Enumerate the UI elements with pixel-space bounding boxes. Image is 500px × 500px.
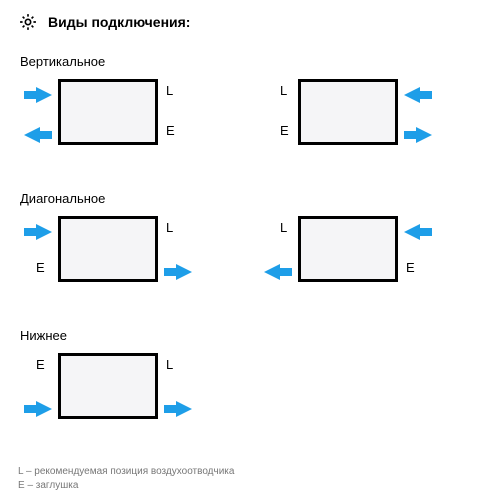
port-label: E bbox=[280, 123, 289, 138]
arrow-stem bbox=[420, 228, 432, 236]
diagram-bottom: EL bbox=[18, 349, 218, 439]
arrow-right-icon bbox=[36, 87, 52, 103]
diagram-vert-left: LE bbox=[18, 75, 218, 165]
legend: L – рекомендуемая позиция воздухоотводчи… bbox=[18, 465, 482, 493]
radiator-box bbox=[58, 79, 158, 145]
arrow-stem bbox=[24, 91, 36, 99]
arrow-left-icon bbox=[24, 127, 40, 143]
port-label: L bbox=[166, 83, 173, 98]
arrow-left-icon bbox=[264, 264, 280, 280]
arrow-left-icon bbox=[404, 87, 420, 103]
port-label: E bbox=[166, 123, 175, 138]
row-vertical: LE LE bbox=[18, 75, 482, 165]
diagram-vert-right: LE bbox=[240, 75, 440, 165]
section-label-vertical: Вертикальное bbox=[20, 54, 482, 69]
gear-icon bbox=[18, 12, 38, 32]
arrow-stem bbox=[24, 228, 36, 236]
port-label: L bbox=[280, 83, 287, 98]
radiator-box bbox=[58, 353, 158, 419]
arrow-right-icon bbox=[176, 264, 192, 280]
radiator-box bbox=[298, 216, 398, 282]
arrow-stem bbox=[40, 131, 52, 139]
arrow-right-icon bbox=[416, 127, 432, 143]
section-label-diagonal: Диагональное bbox=[20, 191, 482, 206]
diagram-diag-left: LE bbox=[18, 212, 218, 302]
port-label: L bbox=[166, 357, 173, 372]
row-bottom: EL bbox=[18, 349, 482, 439]
diagram-diag-right: LE bbox=[240, 212, 440, 302]
arrow-right-icon bbox=[176, 401, 192, 417]
port-label: E bbox=[36, 357, 45, 372]
arrow-stem bbox=[404, 131, 416, 139]
port-label: E bbox=[36, 260, 45, 275]
arrow-right-icon bbox=[36, 224, 52, 240]
arrow-stem bbox=[24, 405, 36, 413]
port-label: E bbox=[406, 260, 415, 275]
section-label-bottom: Нижнее bbox=[20, 328, 482, 343]
legend-e: E – заглушка bbox=[18, 479, 482, 493]
header: Виды подключения: bbox=[18, 12, 482, 32]
page-title: Виды подключения: bbox=[48, 14, 190, 30]
radiator-box bbox=[58, 216, 158, 282]
radiator-box bbox=[298, 79, 398, 145]
row-diagonal: LE LE bbox=[18, 212, 482, 302]
arrow-stem bbox=[164, 268, 176, 276]
arrow-stem bbox=[280, 268, 292, 276]
legend-l: L – рекомендуемая позиция воздухоотводчи… bbox=[18, 465, 482, 479]
arrow-stem bbox=[420, 91, 432, 99]
arrow-stem bbox=[164, 405, 176, 413]
port-label: L bbox=[166, 220, 173, 235]
arrow-left-icon bbox=[404, 224, 420, 240]
arrow-right-icon bbox=[36, 401, 52, 417]
port-label: L bbox=[280, 220, 287, 235]
